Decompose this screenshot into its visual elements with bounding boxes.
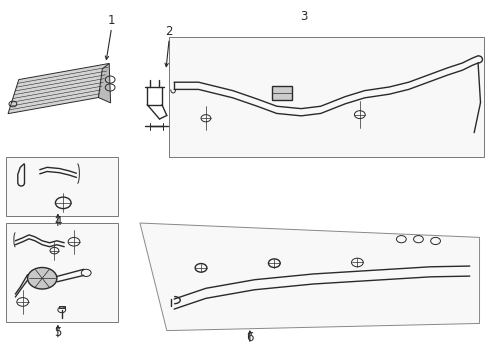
Text: 1: 1 [108,14,115,27]
Text: 2: 2 [166,25,173,38]
Bar [272,86,293,100]
Bar [5,223,118,321]
Bar [5,157,118,216]
Polygon shape [98,63,111,103]
Polygon shape [140,223,480,330]
Text: 3: 3 [300,10,307,23]
Text: 4: 4 [54,215,62,228]
Circle shape [27,267,57,289]
Text: 6: 6 [246,330,254,343]
Bar [59,306,65,308]
Bar [169,37,485,157]
Text: 5: 5 [54,326,62,339]
Polygon shape [8,63,109,114]
